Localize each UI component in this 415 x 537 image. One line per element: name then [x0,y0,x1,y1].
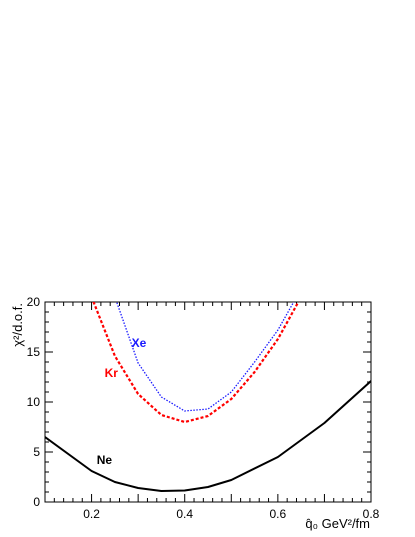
y-tick-label: 0 [33,495,40,509]
x-axis-title: q̂₀ GeV²/fm [305,516,370,531]
x-tick-label: 0.2 [83,507,100,521]
y-tick-label: 15 [27,345,41,359]
series-line-ne [45,380,371,492]
series-line-xe [115,302,295,412]
y-tick-label: 20 [27,295,41,309]
x-tick-label: 0.4 [176,507,193,521]
axis-ticks [44,301,372,503]
x-axis-title-text: q̂₀ GeV²/fm [305,516,370,531]
x-tick-label: 0.8 [363,507,380,521]
series-curves [45,302,371,492]
x-tick-label: 0.6 [270,507,287,521]
series-labels: Xe Kr Ne [97,336,147,467]
y-tick-label: 10 [27,395,41,409]
series-label-xe: Xe [132,336,147,350]
series-label-ne: Ne [97,453,113,467]
series-line-kr [92,302,300,424]
y-axis-title: χ²/d.o.f. [10,303,25,347]
series-label-kr: Kr [105,366,119,380]
y-tick-label: 5 [33,445,40,459]
tick-labels: 0.2 0.4 0.6 0.8 0 5 10 15 20 [27,295,380,521]
y-axis-title-text: χ²/d.o.f. [10,303,25,347]
